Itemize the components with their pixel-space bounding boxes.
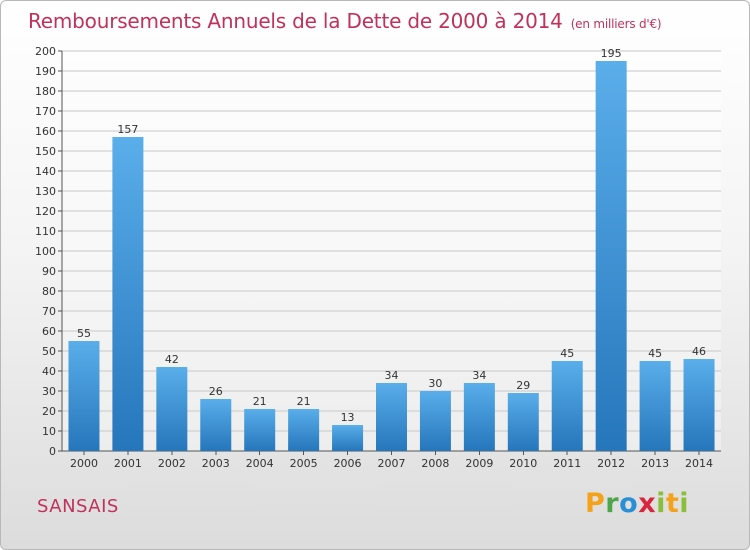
y-tick-label: 150 bbox=[35, 145, 56, 158]
y-tick-label: 20 bbox=[42, 405, 56, 418]
bar-value-label: 46 bbox=[692, 345, 706, 358]
bar bbox=[551, 361, 583, 451]
chart-unit: (en milliers d'€) bbox=[570, 17, 662, 31]
y-tick-label: 70 bbox=[42, 305, 56, 318]
y-tick-label: 190 bbox=[35, 65, 56, 78]
y-tick-label: 10 bbox=[42, 425, 56, 438]
bar-value-label: 21 bbox=[253, 395, 267, 408]
y-tick-label: 60 bbox=[42, 325, 56, 338]
bar-value-label: 34 bbox=[472, 369, 486, 382]
bar-value-label: 157 bbox=[117, 123, 138, 136]
y-tick-label: 200 bbox=[35, 45, 56, 58]
y-tick-label: 100 bbox=[35, 245, 56, 258]
y-tick-label: 0 bbox=[49, 445, 56, 458]
bar-value-label: 42 bbox=[165, 353, 179, 366]
x-tick-label: 2009 bbox=[465, 457, 493, 470]
x-tick-label: 2002 bbox=[158, 457, 186, 470]
x-tick-label: 2011 bbox=[553, 457, 581, 470]
x-tick-label: 2012 bbox=[597, 457, 625, 470]
y-tick-label: 30 bbox=[42, 385, 56, 398]
y-tick-label: 120 bbox=[35, 205, 56, 218]
x-tick-label: 2004 bbox=[246, 457, 274, 470]
x-tick-label: 2013 bbox=[641, 457, 669, 470]
x-tick-label: 2007 bbox=[378, 457, 406, 470]
proxiti-logo: Proxiti bbox=[585, 488, 690, 519]
bar-value-label: 195 bbox=[601, 47, 622, 60]
x-tick-label: 2005 bbox=[290, 457, 318, 470]
bar-value-label: 55 bbox=[77, 327, 91, 340]
x-tick-label: 2000 bbox=[70, 457, 98, 470]
bar bbox=[156, 367, 188, 451]
bar bbox=[376, 383, 407, 451]
y-tick-label: 110 bbox=[35, 225, 56, 238]
bar bbox=[200, 399, 232, 451]
bar-value-label: 26 bbox=[209, 385, 223, 398]
y-tick-label: 160 bbox=[35, 125, 56, 138]
bar-value-label: 21 bbox=[297, 395, 311, 408]
x-tick-label: 2001 bbox=[114, 457, 142, 470]
y-tick-label: 90 bbox=[42, 265, 56, 278]
bar-value-label: 13 bbox=[341, 411, 355, 424]
y-tick-label: 50 bbox=[42, 345, 56, 358]
y-tick-label: 140 bbox=[35, 165, 56, 178]
bar-value-label: 45 bbox=[648, 347, 662, 360]
bar-value-label: 30 bbox=[428, 377, 442, 390]
chart-title-text: Remboursements Annuels de la Dette de 20… bbox=[28, 9, 563, 33]
bar bbox=[683, 359, 715, 451]
y-tick-label: 180 bbox=[35, 85, 56, 98]
bar bbox=[419, 391, 451, 451]
x-tick-label: 2008 bbox=[421, 457, 449, 470]
y-tick-label: 80 bbox=[42, 285, 56, 298]
x-tick-label: 2010 bbox=[509, 457, 537, 470]
y-tick-label: 40 bbox=[42, 365, 56, 378]
bar bbox=[288, 409, 320, 451]
bar-value-label: 45 bbox=[560, 347, 574, 360]
bar bbox=[595, 61, 627, 451]
bar bbox=[463, 383, 495, 451]
y-tick-label: 130 bbox=[35, 185, 56, 198]
commune-name: SANSAIS bbox=[37, 496, 119, 517]
x-tick-label: 2003 bbox=[202, 457, 230, 470]
chart-title: Remboursements Annuels de la Dette de 20… bbox=[28, 9, 662, 33]
y-tick-label: 170 bbox=[35, 105, 56, 118]
bar-value-label: 29 bbox=[516, 379, 530, 392]
bar-value-label: 34 bbox=[385, 369, 399, 382]
bar bbox=[112, 137, 144, 451]
x-tick-label: 2006 bbox=[334, 457, 362, 470]
bar bbox=[332, 425, 364, 451]
x-tick-label: 2014 bbox=[685, 457, 713, 470]
bar bbox=[244, 409, 276, 451]
bar bbox=[507, 393, 539, 451]
bar bbox=[68, 341, 100, 451]
bar bbox=[639, 361, 671, 451]
